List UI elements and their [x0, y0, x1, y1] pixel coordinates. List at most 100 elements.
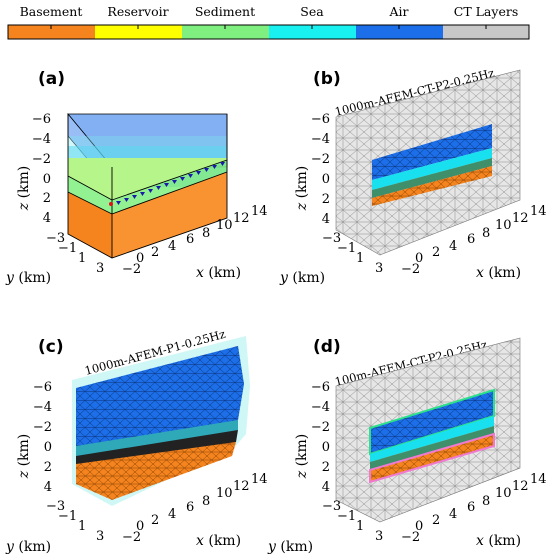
- svg-text:10: 10: [216, 218, 233, 233]
- svg-text:0: 0: [415, 519, 423, 534]
- svg-text:6: 6: [467, 500, 475, 515]
- svg-text:−2: −2: [401, 262, 420, 277]
- svg-text:10: 10: [216, 486, 233, 501]
- svg-text:−6: −6: [32, 112, 51, 127]
- svg-text:6: 6: [186, 232, 194, 247]
- svg-text:0: 0: [415, 251, 423, 266]
- svg-text:y (km): y (km): [267, 539, 313, 555]
- svg-text:12: 12: [512, 479, 529, 494]
- svg-text:14: 14: [530, 472, 547, 487]
- svg-text:1: 1: [78, 251, 86, 266]
- svg-text:12: 12: [512, 211, 529, 226]
- svg-text:x (km): x (km): [196, 533, 241, 549]
- model-box: [67, 113, 228, 259]
- svg-text:−4: −4: [33, 400, 52, 415]
- legend-swatch-reservoir: [95, 25, 182, 39]
- svg-text:2: 2: [44, 460, 52, 475]
- svg-text:2: 2: [43, 191, 51, 206]
- y-axis: −3 −1 1 3 y (km): [5, 499, 104, 555]
- z-axis: −6 −4 −2 0 2 4 z (km): [294, 380, 330, 495]
- svg-text:0: 0: [44, 440, 52, 455]
- y-axis: −3 −1 1 3 y (km): [267, 499, 383, 555]
- svg-text:−3: −3: [46, 499, 65, 514]
- mesh-block: [335, 69, 521, 256]
- x-axis: −2 0 2 4 6 8 10 12 14 x (km): [122, 204, 268, 281]
- svg-text:y (km): y (km): [5, 270, 51, 286]
- svg-text:4: 4: [322, 480, 330, 495]
- svg-text:x (km): x (km): [476, 265, 521, 281]
- svg-text:−2: −2: [32, 152, 51, 167]
- svg-text:8: 8: [202, 226, 210, 241]
- x-axis: −2 0 2 4 6 8 10 12 14 x (km): [122, 472, 268, 549]
- svg-text:0: 0: [43, 172, 51, 187]
- svg-text:−6: −6: [311, 380, 330, 395]
- svg-text:−1: −1: [58, 241, 77, 256]
- svg-text:−2: −2: [311, 152, 330, 167]
- svg-text:−3: −3: [322, 231, 341, 246]
- svg-text:14: 14: [251, 472, 268, 487]
- svg-text:2: 2: [151, 245, 159, 260]
- y-axis: −3 −1 1 3 y (km): [5, 231, 104, 286]
- svg-text:3: 3: [96, 261, 104, 276]
- svg-text:x (km): x (km): [476, 533, 521, 549]
- panel-d: (d) 100m-AFEM-CT-P2-0.25Hz −6 −4 −2 0 2 …: [267, 337, 547, 555]
- receiver-line: [116, 162, 225, 205]
- svg-text:4: 4: [44, 480, 52, 495]
- legend-swatch-air: [356, 25, 443, 39]
- svg-text:−3: −3: [46, 231, 65, 246]
- svg-text:6: 6: [467, 232, 475, 247]
- svg-text:−1: −1: [337, 509, 356, 524]
- panel-c: (c) 1000m-AFEM-P1-0.25Hz −6 −4 −2 0 2 4 …: [5, 327, 268, 555]
- svg-text:3: 3: [375, 261, 383, 276]
- svg-text:2: 2: [322, 460, 330, 475]
- panel-label: (b): [313, 69, 341, 89]
- svg-text:−6: −6: [311, 112, 330, 127]
- svg-text:−2: −2: [311, 420, 330, 435]
- svg-text:y (km): y (km): [5, 539, 51, 555]
- svg-text:z (km): z (km): [294, 434, 310, 480]
- svg-text:10: 10: [495, 218, 512, 233]
- svg-text:4: 4: [322, 212, 330, 227]
- svg-text:z (km): z (km): [16, 166, 32, 212]
- svg-text:1: 1: [78, 519, 86, 534]
- mesh-block: [72, 336, 250, 506]
- svg-text:−3: −3: [322, 499, 341, 514]
- svg-text:0: 0: [322, 440, 330, 455]
- svg-text:−4: −4: [311, 132, 330, 147]
- svg-text:−4: −4: [32, 132, 51, 147]
- svg-text:4: 4: [168, 239, 176, 254]
- svg-text:x (km): x (km): [196, 265, 241, 281]
- panel-a: (a): [5, 69, 268, 286]
- panel-label: (d): [313, 337, 341, 357]
- svg-text:−6: −6: [33, 380, 52, 395]
- legend-swatch-ct-layers: [443, 25, 529, 39]
- svg-text:10: 10: [495, 486, 512, 501]
- svg-text:4: 4: [43, 211, 51, 226]
- svg-text:2: 2: [432, 245, 440, 260]
- svg-text:14: 14: [251, 204, 268, 219]
- x-axis: −2 0 2 4 6 8 10 12 14 x (km): [401, 472, 547, 549]
- svg-text:12: 12: [233, 479, 250, 494]
- svg-text:12: 12: [233, 211, 250, 226]
- x-axis: −2 0 2 4 6 8 10 12 14 x (km): [401, 204, 547, 281]
- legend-label-sediment: Sediment: [195, 4, 255, 19]
- legend-swatch-sea: [269, 25, 356, 39]
- svg-text:8: 8: [202, 494, 210, 509]
- legend-label-reservoir: Reservoir: [107, 4, 168, 19]
- svg-text:14: 14: [530, 204, 547, 219]
- z-axis: −6 −4 −2 0 2 4 z (km): [16, 112, 51, 226]
- svg-text:8: 8: [482, 226, 490, 241]
- svg-text:−2: −2: [33, 420, 52, 435]
- svg-text:1: 1: [356, 251, 364, 266]
- svg-text:z (km): z (km): [294, 166, 310, 212]
- panel-label: (c): [38, 337, 64, 357]
- svg-text:3: 3: [375, 529, 383, 544]
- legend-swatch-basement: [8, 25, 95, 39]
- svg-text:1: 1: [356, 519, 364, 534]
- svg-text:4: 4: [168, 507, 176, 522]
- svg-text:3: 3: [96, 529, 104, 544]
- svg-text:−2: −2: [401, 530, 420, 545]
- legend: Basement Reservoir Sediment Sea Air CT L…: [7, 4, 530, 40]
- panel-label: (a): [38, 69, 65, 89]
